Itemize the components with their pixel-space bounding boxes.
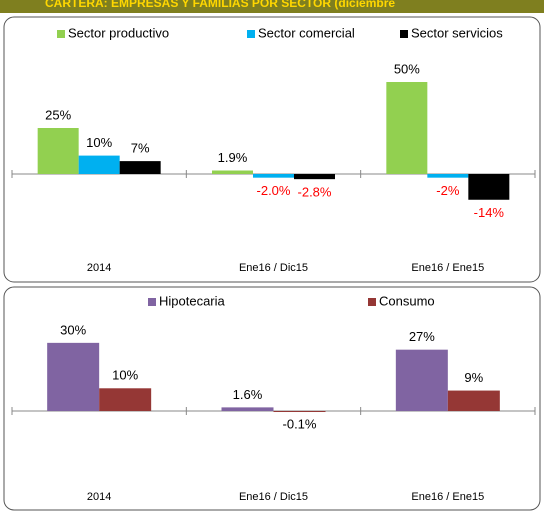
x-tick-label: Ene16 / Dic15 (239, 491, 308, 503)
data-label: -0.1% (283, 417, 317, 432)
legend-swatch (57, 30, 65, 38)
legend-swatch (148, 298, 156, 306)
data-label: 9% (464, 370, 483, 385)
data-label: -2.8% (298, 185, 332, 200)
x-tick-label: 2014 (87, 262, 111, 274)
bar (221, 407, 274, 412)
data-label: 7% (131, 141, 150, 156)
bar (447, 390, 500, 412)
bar (273, 411, 326, 413)
data-label: 1.6% (233, 387, 263, 402)
data-label: 27% (409, 329, 435, 344)
bar (47, 342, 100, 412)
bar (395, 349, 448, 412)
panel (3, 286, 541, 511)
legend-swatch (247, 30, 255, 38)
bar (253, 174, 294, 178)
data-label: 50% (394, 61, 420, 76)
bar (212, 170, 253, 174)
bar (294, 174, 335, 180)
bar (119, 161, 161, 174)
legend-swatch (368, 298, 376, 306)
bar (37, 128, 79, 174)
legend-label: Hipotecaria (159, 293, 226, 308)
bar (468, 174, 510, 200)
legend-swatch (400, 30, 408, 38)
data-label: -2.0% (257, 183, 291, 198)
x-tick-label: Ene16 / Ene15 (411, 491, 484, 503)
data-label: 1.9% (218, 150, 248, 165)
x-tick-label: Ene16 / Ene15 (411, 262, 484, 274)
data-label: 30% (60, 322, 86, 337)
legend-label: Sector comercial (258, 25, 355, 40)
data-label: -14% (474, 205, 505, 220)
header: CARTERA: EMPRESAS Y FAMILIAS POR SECTOR … (45, 0, 395, 10)
bar (99, 388, 152, 412)
legend-label: Sector servicios (411, 25, 503, 40)
x-tick-label: Ene16 / Dic15 (239, 262, 308, 274)
legend-label: Consumo (379, 293, 435, 308)
bar (427, 174, 469, 178)
legend-label: Sector productivo (68, 25, 169, 40)
data-label: -2% (436, 183, 460, 198)
x-tick-label: 2014 (87, 491, 111, 503)
data-label: 10% (86, 135, 112, 150)
data-label: 25% (45, 107, 71, 122)
bar (78, 155, 120, 174)
header-band (0, 0, 544, 13)
data-label: 10% (112, 368, 138, 383)
panel (3, 16, 541, 283)
bar (386, 82, 428, 174)
